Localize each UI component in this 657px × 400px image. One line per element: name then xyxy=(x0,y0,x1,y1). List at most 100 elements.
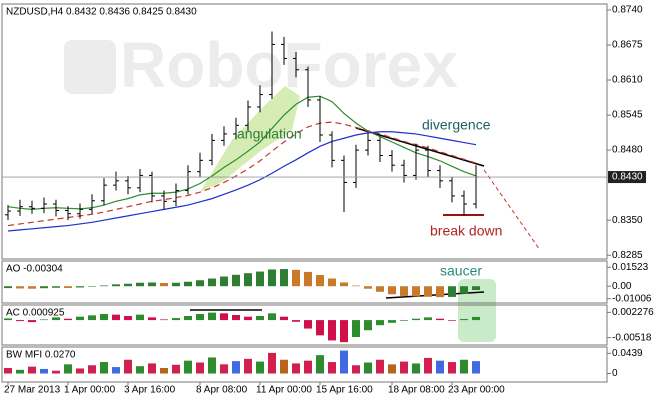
histogram-bar xyxy=(436,286,444,298)
histogram-bar xyxy=(436,360,444,374)
histogram-bar xyxy=(40,286,48,289)
histogram-bar xyxy=(88,315,96,321)
histogram-bar xyxy=(100,313,108,321)
histogram-bar xyxy=(16,286,24,289)
histogram-bar xyxy=(196,280,204,287)
histogram-bar xyxy=(208,357,216,374)
histogram-bar xyxy=(280,359,288,374)
histogram-bar xyxy=(376,286,384,292)
histogram-bar xyxy=(88,365,96,374)
histogram-bar xyxy=(244,358,252,374)
histogram-bar xyxy=(244,273,252,287)
histogram-bar xyxy=(64,318,72,321)
histogram-bar xyxy=(316,320,324,336)
pane-title: AC 0.000925 xyxy=(6,308,65,319)
histogram-bar xyxy=(124,283,132,287)
histogram-bar xyxy=(4,318,12,321)
histogram-bar xyxy=(448,286,456,297)
histogram-bar xyxy=(340,282,348,287)
y-tick-label: 0.8480 xyxy=(612,145,643,156)
histogram-bar xyxy=(208,278,216,287)
x-tick-label: 8 Apr 08:00 xyxy=(196,385,248,396)
histogram-bar xyxy=(100,362,108,374)
histogram-bar xyxy=(124,316,132,321)
pane-title: BW MFI 0.0270 xyxy=(6,350,76,361)
moving-average xyxy=(7,131,477,232)
histogram-bar xyxy=(196,362,204,374)
histogram-bar xyxy=(352,320,360,338)
histogram-bar xyxy=(64,286,72,288)
y-tick-label: -0.01006 xyxy=(612,293,652,304)
histogram-bar xyxy=(388,364,396,374)
histogram-bar xyxy=(196,313,204,321)
y-tick-label: 0.8350 xyxy=(612,215,643,226)
histogram-bar xyxy=(28,366,36,374)
last-price-label: 0.8430 xyxy=(612,172,643,183)
histogram-bar xyxy=(76,316,84,321)
histogram-bar xyxy=(256,271,264,287)
histogram-bar xyxy=(292,320,300,322)
histogram-bar xyxy=(112,367,120,374)
y-tick-label: 0.8740 xyxy=(612,5,643,16)
x-tick-label: 3 Apr 16:00 xyxy=(124,385,176,396)
y-tick-label: 0 xyxy=(612,368,618,379)
histogram-bar xyxy=(364,286,372,289)
histogram-bar xyxy=(280,269,288,287)
histogram-bar xyxy=(148,317,156,321)
histogram-bar xyxy=(172,364,180,374)
histogram-bar xyxy=(304,320,312,329)
histogram-bar xyxy=(184,281,192,287)
annotation: angulation xyxy=(237,126,302,142)
histogram-bar xyxy=(400,286,408,296)
x-tick-label: 18 Apr 08:00 xyxy=(388,385,445,396)
histogram-bar xyxy=(328,278,336,287)
histogram-bar xyxy=(292,269,300,287)
histogram-bar xyxy=(124,359,132,374)
histogram-bar xyxy=(184,316,192,321)
histogram-bar xyxy=(220,276,228,287)
histogram-bar xyxy=(40,319,48,321)
histogram-bar xyxy=(400,361,408,374)
histogram-bar xyxy=(352,285,360,287)
histogram-bar xyxy=(160,282,168,287)
histogram-bar xyxy=(448,320,456,321)
histogram-bar xyxy=(472,316,480,321)
y-tick-label: 0.0439 xyxy=(612,348,643,359)
pane-title: NZDUSD,H4 0.8432 0.8436 0.8425 0.8430 xyxy=(6,7,197,18)
pane-border xyxy=(1,304,608,346)
histogram-bar xyxy=(304,360,312,374)
histogram-bar xyxy=(232,361,240,374)
pane-title: AO -0.00304 xyxy=(6,264,63,275)
histogram-bar xyxy=(340,320,348,343)
histogram-bar xyxy=(148,363,156,374)
moving-average xyxy=(7,95,477,211)
histogram-bar xyxy=(52,317,60,321)
histogram-bar xyxy=(232,315,240,321)
histogram-bar xyxy=(328,362,336,374)
histogram-bar xyxy=(436,318,444,321)
histogram-bar xyxy=(376,320,384,326)
x-tick-label: 1 Apr 00:00 xyxy=(64,385,116,396)
histogram-bar xyxy=(460,319,468,321)
histogram-bar xyxy=(304,271,312,287)
histogram-bar xyxy=(400,320,408,321)
histogram-bar xyxy=(424,286,432,297)
histogram-bar xyxy=(352,365,360,374)
histogram-bar xyxy=(232,274,240,287)
histogram-bar xyxy=(412,318,420,321)
saucer-highlight xyxy=(458,279,496,342)
histogram-bar xyxy=(268,352,276,374)
y-tick-label: 0.8675 xyxy=(612,40,643,51)
histogram-bar xyxy=(160,319,168,321)
histogram-bar xyxy=(220,313,228,321)
moving-average xyxy=(7,121,477,227)
histogram-bar xyxy=(16,320,24,322)
histogram-bar xyxy=(4,286,12,289)
histogram-bar xyxy=(184,360,192,374)
projection-line xyxy=(483,169,541,251)
histogram-bar xyxy=(112,314,120,321)
histogram-bar xyxy=(244,316,252,321)
angulation-highlight xyxy=(200,86,300,192)
last-price-box xyxy=(608,171,646,184)
